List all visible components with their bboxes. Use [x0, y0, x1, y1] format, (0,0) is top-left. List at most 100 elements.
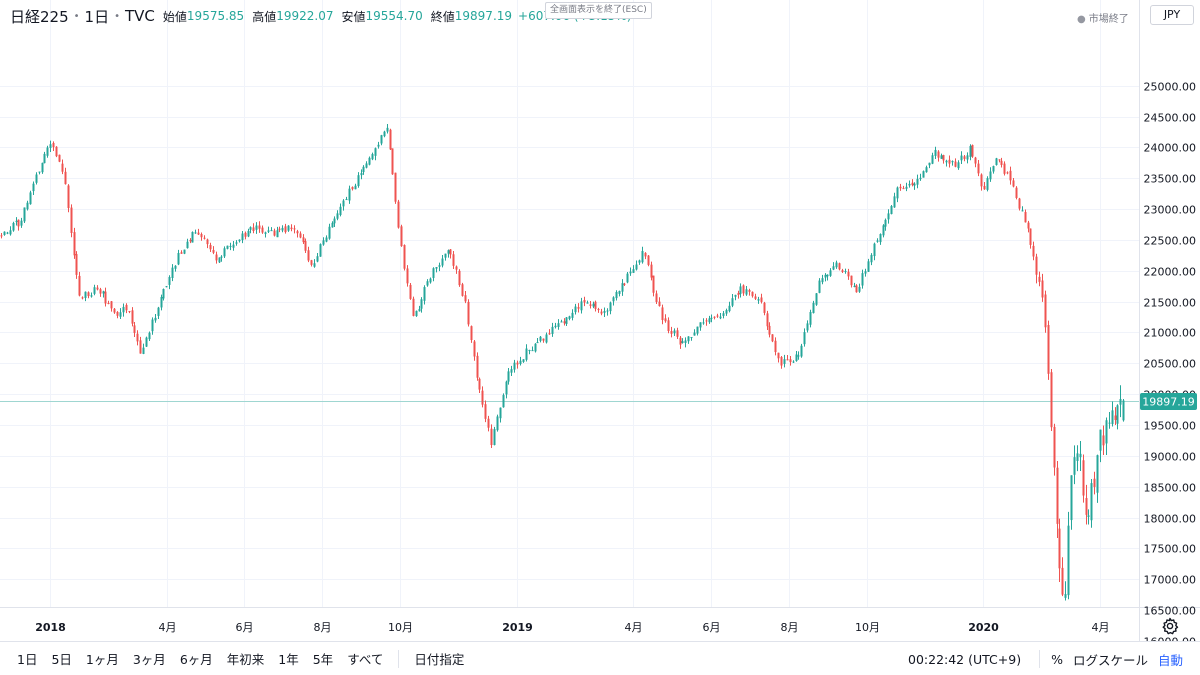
candle-down: [774, 337, 777, 356]
candle-body: [409, 284, 412, 299]
candle-up: [380, 134, 383, 146]
candle-body: [75, 254, 78, 275]
candle-body: [557, 323, 560, 327]
range-1m-button[interactable]: 1ヶ月: [85, 652, 119, 667]
candle-down: [200, 232, 203, 241]
percent-scale-toggle[interactable]: %: [1051, 651, 1063, 667]
exit-fullscreen-button[interactable]: 全画面表示を終了(ESC): [545, 2, 652, 19]
candle-body: [461, 284, 464, 296]
candle-body: [516, 362, 519, 365]
candle-body: [795, 354, 798, 362]
date-range-button[interactable]: 日付指定: [414, 652, 465, 667]
candle-body: [420, 299, 423, 309]
candle-up: [23, 207, 26, 224]
candle-body: [281, 227, 284, 231]
candle-down: [212, 246, 215, 255]
candle-body: [652, 275, 655, 293]
candle-body: [681, 341, 684, 343]
candle-down: [1093, 471, 1096, 495]
candle-up: [792, 360, 795, 364]
price-tick-label: 19500.00: [1144, 420, 1197, 433]
candle-up: [6, 231, 9, 235]
candle-up: [1073, 445, 1076, 485]
candle-up: [864, 268, 867, 277]
candle-body: [49, 144, 52, 148]
candle-body: [9, 230, 12, 235]
candle-up: [32, 181, 35, 196]
candle-body: [531, 350, 534, 352]
candle-body: [995, 158, 998, 165]
candle-body: [264, 232, 267, 234]
candle-down: [650, 261, 653, 281]
range-1d-button[interactable]: 1日: [17, 652, 38, 667]
clock-display[interactable]: 00:22:42 (UTC+9): [908, 651, 1022, 667]
candle-down: [293, 225, 296, 234]
candle-up: [229, 242, 232, 251]
candle-body: [502, 395, 505, 408]
candle-body: [328, 226, 331, 239]
candle-body: [702, 322, 705, 324]
candle-up: [815, 292, 818, 306]
candle-body: [864, 271, 867, 274]
candle-down: [1029, 228, 1032, 249]
candle-body: [1015, 187, 1018, 198]
candle-body: [87, 292, 90, 297]
candle-up: [168, 275, 171, 290]
candle-body: [623, 283, 626, 285]
candle-body: [481, 390, 484, 405]
range-all-button[interactable]: すべて: [347, 652, 384, 667]
time-axis[interactable]: 2018 4月 6月 8月 10月 2019 4月 6月 8月 10月 2020 4月: [35, 621, 1109, 634]
price-axis[interactable]: 16000.00 16500.00 17000.00 17500.00 18000.00…: [1144, 81, 1197, 642]
range-5d-button[interactable]: 5日: [51, 652, 72, 667]
candle-up: [496, 414, 499, 432]
candle-up: [102, 290, 105, 298]
candle-body: [426, 281, 429, 286]
candle-up: [12, 221, 15, 232]
gear-icon[interactable]: [1160, 616, 1180, 636]
range-3m-button[interactable]: 3ヶ月: [132, 652, 166, 667]
candle-body: [658, 301, 661, 307]
candle-body: [354, 185, 357, 190]
candle-up: [177, 249, 180, 266]
candle-up: [267, 226, 270, 234]
candle-body: [183, 249, 186, 254]
range-6m-button[interactable]: 6ヶ月: [179, 652, 213, 667]
price-chart[interactable]: 16000.00 16500.00 17000.00 17500.00 18000.00…: [0, 0, 1200, 641]
candle-down: [977, 160, 980, 177]
symbol-name[interactable]: 日経225: [10, 7, 69, 26]
currency-button[interactable]: JPY: [1150, 5, 1194, 25]
candle-body: [464, 295, 467, 302]
candle-up: [313, 259, 316, 268]
candle-up: [1021, 206, 1024, 212]
candle-body: [522, 359, 525, 362]
candle-up: [934, 146, 937, 160]
interval-label[interactable]: 1日: [84, 7, 110, 26]
candle-body: [1006, 172, 1009, 174]
candle-up: [1090, 478, 1093, 528]
candle-body: [435, 267, 438, 269]
time-tick-label: 2018: [35, 621, 66, 634]
candle-body: [548, 333, 551, 335]
candle-body: [673, 330, 676, 334]
candle-up: [702, 318, 705, 325]
range-1y-button[interactable]: 1年: [278, 652, 299, 667]
log-scale-toggle[interactable]: ログスケール: [1072, 652, 1148, 668]
candle-body: [986, 178, 989, 190]
candle-down: [771, 334, 774, 343]
range-5y-button[interactable]: 5年: [312, 652, 334, 667]
candle-body: [824, 274, 827, 278]
candle-body: [928, 162, 931, 166]
candle-up: [931, 152, 934, 165]
candle-body: [310, 260, 313, 265]
candle-body: [751, 291, 754, 297]
candle-body: [586, 302, 589, 304]
auto-scale-toggle[interactable]: 自動: [1157, 652, 1183, 668]
candle-down: [189, 238, 192, 244]
candle-body: [455, 266, 458, 270]
candle-down: [1053, 423, 1056, 476]
candle-body: [797, 355, 800, 357]
candle-body: [1114, 415, 1117, 421]
candle-up: [795, 351, 798, 362]
range-ytd-button[interactable]: 年初来: [226, 652, 265, 667]
candle-up: [684, 337, 687, 348]
